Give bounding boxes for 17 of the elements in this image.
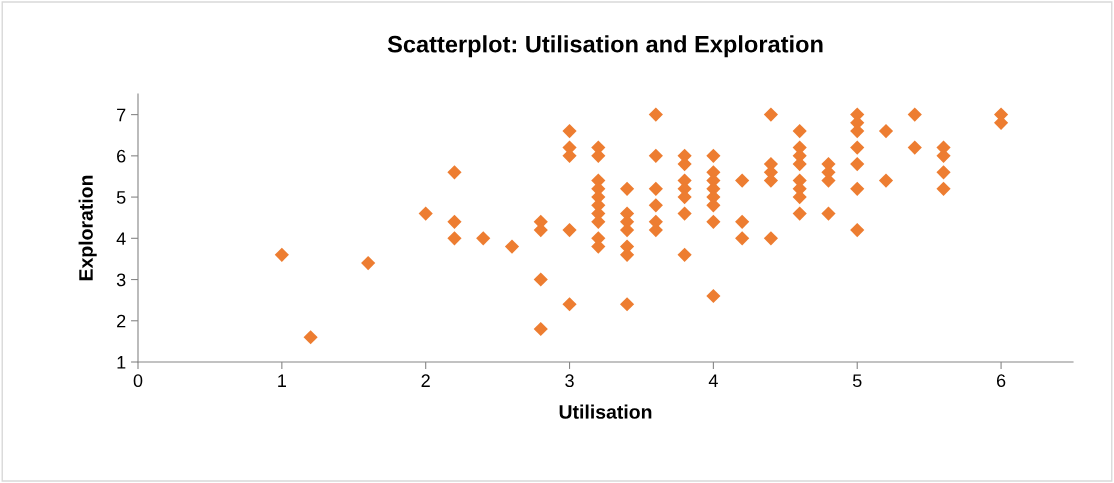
x-tick-label: 4 [708,374,718,387]
y-tick-label: 3 [116,273,126,287]
y-tick-label: 1 [117,356,126,369]
x-tick-label: 2 [421,374,430,387]
x-tick-label: 3 [565,374,574,388]
x-axis-title: Utilisation [559,404,652,419]
y-tick-label: 5 [116,191,126,204]
y-tick-label: 7 [117,108,126,122]
y-tick-label: 6 [117,149,126,163]
chart-title: Scatterplot: Utilisation and Exploration [387,35,823,58]
y-tick-label: 2 [117,314,126,328]
x-tick-label: 6 [996,374,1006,388]
y-axis-title: Exploration [78,175,97,281]
x-tick-label: 0 [133,374,143,388]
x-tick-label: 5 [852,374,862,388]
y-tick-label: 4 [116,232,126,245]
x-tick-label: 1 [278,374,286,387]
